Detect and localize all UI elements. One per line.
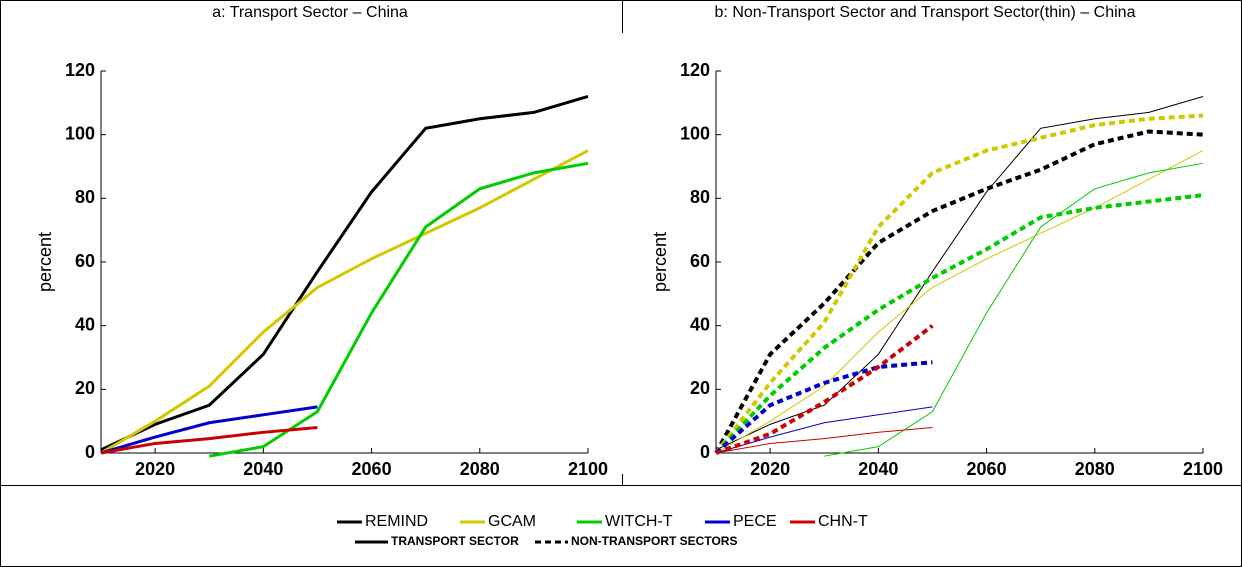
x-tick-label: 2040 — [243, 459, 283, 479]
series-line — [714, 129, 1204, 454]
series-line — [715, 406, 933, 454]
x-tick-label: 2060 — [967, 459, 1007, 479]
legend-label: GCAM — [488, 513, 536, 530]
y-tick-label: 100 — [65, 123, 95, 143]
series-line — [714, 193, 1204, 455]
legend-label: WITCH-T — [605, 513, 673, 530]
y-axis-label: percent — [35, 232, 55, 292]
series-line — [714, 360, 933, 455]
x-tick-label: 2020 — [135, 459, 175, 479]
y-tick-label: 120 — [680, 60, 710, 80]
y-tick-label: 40 — [75, 314, 95, 334]
y-tick-label: 20 — [690, 378, 710, 398]
legend-label: CHN-T — [818, 513, 868, 530]
series-line — [715, 150, 1204, 454]
series-line — [714, 113, 1204, 455]
series-line — [824, 162, 1204, 457]
y-tick-label: 0 — [85, 442, 95, 462]
y-tick-label: 100 — [680, 123, 710, 143]
legend-label: REMIND — [365, 513, 428, 530]
x-tick-label: 2100 — [1183, 459, 1223, 479]
legend-style-label: TRANSPORT SECTOR — [391, 534, 519, 548]
x-tick-label: 2020 — [750, 459, 790, 479]
y-tick-label: 80 — [690, 187, 710, 207]
x-tick-label: 2100 — [568, 459, 608, 479]
series-line — [100, 405, 318, 455]
series-line — [715, 324, 934, 455]
y-tick-label: 120 — [65, 60, 95, 80]
series-line — [715, 427, 933, 454]
panel-title: b: Non-Transport Sector and Transport Se… — [715, 4, 1136, 21]
series-line — [715, 95, 1204, 451]
y-tick-label: 80 — [75, 187, 95, 207]
y-axis-label: percent — [650, 232, 670, 292]
legend-label: PECE — [733, 513, 777, 530]
x-tick-label: 2080 — [1075, 459, 1115, 479]
legend-style-label: NON-TRANSPORT SECTORS — [571, 534, 737, 548]
x-tick-label: 2080 — [460, 459, 500, 479]
x-tick-label: 2040 — [858, 459, 898, 479]
y-tick-label: 20 — [75, 378, 95, 398]
x-tick-label: 2060 — [352, 459, 392, 479]
y-tick-label: 60 — [690, 251, 710, 271]
series-line — [100, 426, 318, 455]
series-line — [208, 161, 589, 458]
y-tick-label: 60 — [75, 251, 95, 271]
y-tick-label: 40 — [690, 314, 710, 334]
y-tick-label: 0 — [700, 442, 710, 462]
panel-title: a: Transport Sector – China — [212, 4, 408, 21]
series-line — [100, 149, 589, 455]
series-line — [100, 95, 589, 452]
